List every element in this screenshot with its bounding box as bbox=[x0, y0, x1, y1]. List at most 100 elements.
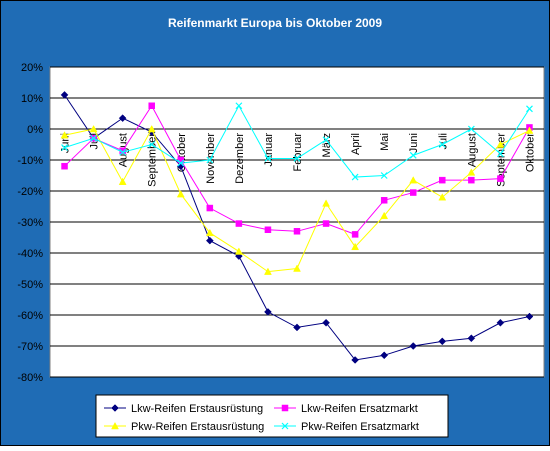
legend-marker bbox=[281, 404, 289, 412]
series-layer bbox=[60, 91, 534, 364]
x-tick-label: Juni bbox=[408, 133, 420, 153]
data-point bbox=[468, 176, 475, 184]
data-point bbox=[380, 197, 388, 204]
y-tick-label: -10% bbox=[17, 155, 43, 167]
legend-marker bbox=[281, 422, 289, 430]
legend-entry: Lkw-Reifen Erstausrüstung bbox=[104, 403, 263, 415]
data-point bbox=[496, 140, 505, 148]
legend-entry: Lkw-Reifen Ersatzmarkt bbox=[274, 403, 418, 415]
data-point bbox=[148, 141, 156, 148]
y-axis-tick-labels: 20% 10% 0% -10% -20% -30% -40% -50% -60% -70% -80% bbox=[17, 62, 43, 384]
data-point bbox=[60, 91, 69, 99]
legend-box bbox=[95, 394, 449, 438]
x-tick-label: Februar bbox=[292, 133, 304, 172]
chart-title: Reifenmarkt Europa bis Oktober 2009 bbox=[168, 16, 382, 30]
y-tick-label: -80% bbox=[17, 372, 43, 384]
legend-label: Pkw-Reifen Ersatzmarkt bbox=[301, 421, 419, 433]
gridlines bbox=[50, 66, 544, 378]
y-tick-label: 20% bbox=[21, 62, 43, 74]
data-point bbox=[496, 150, 504, 158]
data-point bbox=[438, 193, 447, 201]
data-point bbox=[60, 131, 69, 139]
data-point bbox=[409, 151, 417, 159]
y-tick-label: -30% bbox=[17, 217, 43, 229]
x-tick-label: März bbox=[321, 133, 333, 157]
data-point bbox=[525, 126, 534, 134]
data-point bbox=[496, 318, 505, 327]
y-tick-label: -70% bbox=[17, 341, 43, 353]
x-axis-tick-labels: JuniJuliAugustSeptemberOktoberNovemberDe… bbox=[60, 133, 537, 187]
data-point bbox=[118, 114, 127, 123]
data-point bbox=[264, 308, 272, 316]
data-point bbox=[205, 236, 214, 245]
data-point bbox=[380, 211, 389, 220]
x-tick-label: Dezember bbox=[234, 133, 246, 184]
data-point bbox=[90, 134, 98, 142]
legend-label: Lkw-Reifen Ersatzmarkt bbox=[301, 403, 418, 415]
data-point bbox=[264, 226, 272, 233]
data-point bbox=[409, 189, 417, 196]
x-tick-label: August bbox=[466, 133, 478, 167]
data-point bbox=[351, 173, 359, 181]
legend-entry: Pkw-Reifen Erstausrüstung bbox=[104, 421, 264, 433]
data-point bbox=[293, 264, 301, 272]
data-point bbox=[61, 162, 68, 170]
legend-label: Lkw-Reifen Erstausrüstung bbox=[131, 403, 263, 415]
data-point bbox=[439, 176, 446, 184]
data-point bbox=[264, 267, 272, 275]
data-point bbox=[438, 141, 446, 148]
legend: Lkw-Reifen Erstausrüstung Lkw-Reifen Ersa… bbox=[95, 394, 449, 438]
data-point bbox=[293, 323, 301, 332]
data-point bbox=[235, 220, 243, 227]
data-point bbox=[322, 220, 330, 227]
x-tick-label: Mai bbox=[379, 133, 391, 151]
data-point bbox=[205, 228, 214, 237]
data-point bbox=[89, 124, 98, 133]
data-point bbox=[119, 148, 127, 156]
data-point bbox=[322, 318, 330, 327]
data-point bbox=[467, 334, 476, 343]
data-point bbox=[118, 177, 127, 185]
data-point bbox=[264, 155, 272, 162]
data-point bbox=[497, 175, 504, 182]
y-tick-label: 0% bbox=[27, 124, 43, 136]
y-tick-label: 10% bbox=[21, 93, 43, 105]
y-tick-label: -60% bbox=[17, 310, 43, 322]
legend-entry: Pkw-Reifen Ersatzmarkt bbox=[274, 421, 419, 433]
y-tick-label: -40% bbox=[17, 248, 43, 260]
data-point bbox=[351, 356, 359, 364]
data-point bbox=[380, 172, 388, 179]
legend-label: Pkw-Reifen Erstausrüstung bbox=[131, 421, 264, 433]
data-point bbox=[234, 247, 243, 255]
y-tick-label: -20% bbox=[17, 186, 43, 198]
data-point bbox=[322, 199, 330, 207]
x-tick-label: Januar bbox=[263, 133, 275, 167]
data-point bbox=[526, 105, 533, 113]
data-point bbox=[351, 231, 359, 238]
x-tick-label: Oktober bbox=[524, 133, 536, 172]
data-point bbox=[409, 176, 418, 184]
data-point bbox=[351, 242, 360, 251]
data-point bbox=[467, 168, 476, 176]
data-point bbox=[147, 124, 156, 133]
data-point bbox=[235, 102, 243, 110]
data-point bbox=[206, 204, 214, 212]
data-point bbox=[148, 102, 155, 109]
data-point bbox=[206, 156, 214, 164]
x-tick-label: April bbox=[350, 133, 362, 155]
legend-marker bbox=[111, 421, 119, 430]
data-point bbox=[293, 228, 301, 235]
data-point bbox=[409, 342, 418, 350]
data-point bbox=[61, 144, 68, 152]
data-point bbox=[525, 312, 534, 321]
y-tick-label: -50% bbox=[17, 279, 43, 291]
data-point bbox=[293, 155, 301, 162]
data-point bbox=[176, 190, 185, 198]
data-point bbox=[467, 125, 475, 133]
data-point bbox=[438, 337, 447, 346]
legend-marker bbox=[111, 404, 119, 412]
series-4 bbox=[61, 102, 533, 181]
data-point bbox=[177, 159, 185, 167]
